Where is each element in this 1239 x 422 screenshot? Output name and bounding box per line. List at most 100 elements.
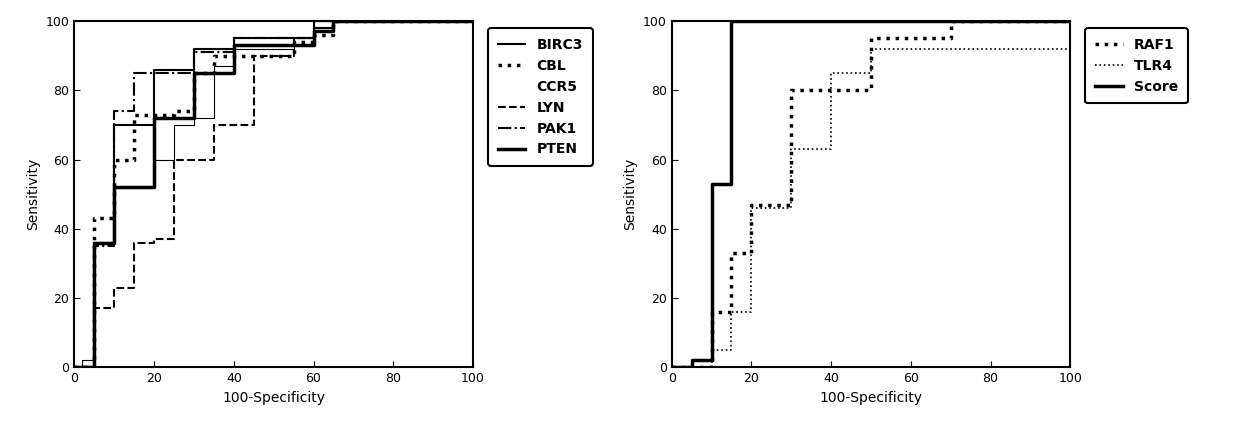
PTEN: [87, 365, 102, 370]
CCR5: [227, 46, 242, 51]
PTEN: [146, 185, 161, 190]
PTEN: [187, 116, 202, 121]
TLR4: [743, 309, 758, 314]
X-axis label: 100-Specificity: 100-Specificity: [222, 390, 325, 405]
CBL: [87, 216, 102, 221]
CCR5: [187, 116, 202, 121]
LYN: [166, 237, 181, 242]
Score: [664, 365, 679, 370]
CBL: [286, 39, 301, 44]
RAF1: [784, 202, 799, 207]
Line: Score: Score: [672, 21, 1070, 367]
CCR5: [166, 157, 181, 162]
PTEN: [306, 29, 321, 34]
LYN: [207, 122, 222, 127]
CBL: [187, 70, 202, 76]
PAK1: [306, 36, 321, 41]
PAK1: [126, 70, 141, 76]
BIRC3: [227, 36, 242, 41]
Line: LYN: LYN: [74, 21, 473, 367]
CBL: [306, 32, 321, 38]
PTEN: [187, 70, 202, 76]
CCR5: [286, 46, 301, 51]
PTEN: [107, 240, 121, 245]
BIRC3: [326, 19, 341, 24]
CCR5: [227, 64, 242, 69]
PAK1: [67, 365, 82, 370]
Score: [684, 365, 699, 370]
BIRC3: [227, 46, 242, 51]
BIRC3: [326, 25, 341, 30]
TLR4: [824, 70, 839, 76]
CBL: [126, 112, 141, 117]
CCR5: [306, 36, 321, 41]
TLR4: [664, 365, 679, 370]
CCR5: [306, 19, 321, 24]
LYN: [87, 365, 102, 370]
PAK1: [126, 108, 141, 114]
CBL: [466, 19, 481, 24]
RAF1: [704, 309, 719, 314]
CCR5: [107, 240, 121, 245]
RAF1: [664, 365, 679, 370]
PTEN: [146, 116, 161, 121]
LYN: [107, 306, 121, 311]
CCR5: [286, 36, 301, 41]
CCR5: [146, 185, 161, 190]
BIRC3: [107, 122, 121, 127]
RAF1: [943, 36, 958, 41]
RAF1: [704, 365, 719, 370]
LYN: [466, 19, 481, 24]
RAF1: [743, 202, 758, 207]
BIRC3: [187, 46, 202, 51]
PAK1: [187, 70, 202, 76]
Legend: BIRC3, CBL, CCR5, LYN, PAK1, PTEN: BIRC3, CBL, CCR5, LYN, PAK1, PTEN: [488, 28, 592, 166]
TLR4: [704, 365, 719, 370]
TLR4: [864, 70, 878, 76]
LYN: [146, 237, 161, 242]
PTEN: [67, 365, 82, 370]
LYN: [247, 53, 261, 58]
CBL: [187, 108, 202, 114]
Line: PAK1: PAK1: [74, 21, 473, 367]
CCR5: [74, 365, 89, 370]
BIRC3: [146, 67, 161, 72]
LYN: [286, 36, 301, 41]
Line: PTEN: PTEN: [74, 21, 473, 367]
CCR5: [67, 365, 82, 370]
CCR5: [74, 358, 89, 363]
Score: [1063, 19, 1078, 24]
BIRC3: [146, 122, 161, 127]
CBL: [286, 53, 301, 58]
CBL: [87, 365, 102, 370]
BIRC3: [87, 365, 102, 370]
CBL: [306, 39, 321, 44]
Score: [724, 19, 738, 24]
PTEN: [107, 185, 121, 190]
CCR5: [87, 240, 102, 245]
CCR5: [187, 122, 202, 127]
BIRC3: [67, 365, 82, 370]
CBL: [326, 19, 341, 24]
LYN: [286, 53, 301, 58]
CCR5: [207, 64, 222, 69]
LYN: [207, 157, 222, 162]
PTEN: [326, 19, 341, 24]
CCR5: [107, 185, 121, 190]
RAF1: [1063, 19, 1078, 24]
Score: [684, 358, 699, 363]
TLR4: [1063, 46, 1078, 51]
PAK1: [227, 50, 242, 55]
CCR5: [166, 122, 181, 127]
CBL: [166, 112, 181, 117]
PAK1: [107, 243, 121, 249]
BIRC3: [107, 240, 121, 245]
CBL: [67, 365, 82, 370]
RAF1: [864, 36, 878, 41]
BIRC3: [187, 67, 202, 72]
RAF1: [724, 309, 738, 314]
PTEN: [227, 70, 242, 76]
X-axis label: 100-Specificity: 100-Specificity: [819, 390, 923, 405]
Legend: RAF1, TLR4, Score: RAF1, TLR4, Score: [1085, 28, 1188, 103]
LYN: [126, 240, 141, 245]
